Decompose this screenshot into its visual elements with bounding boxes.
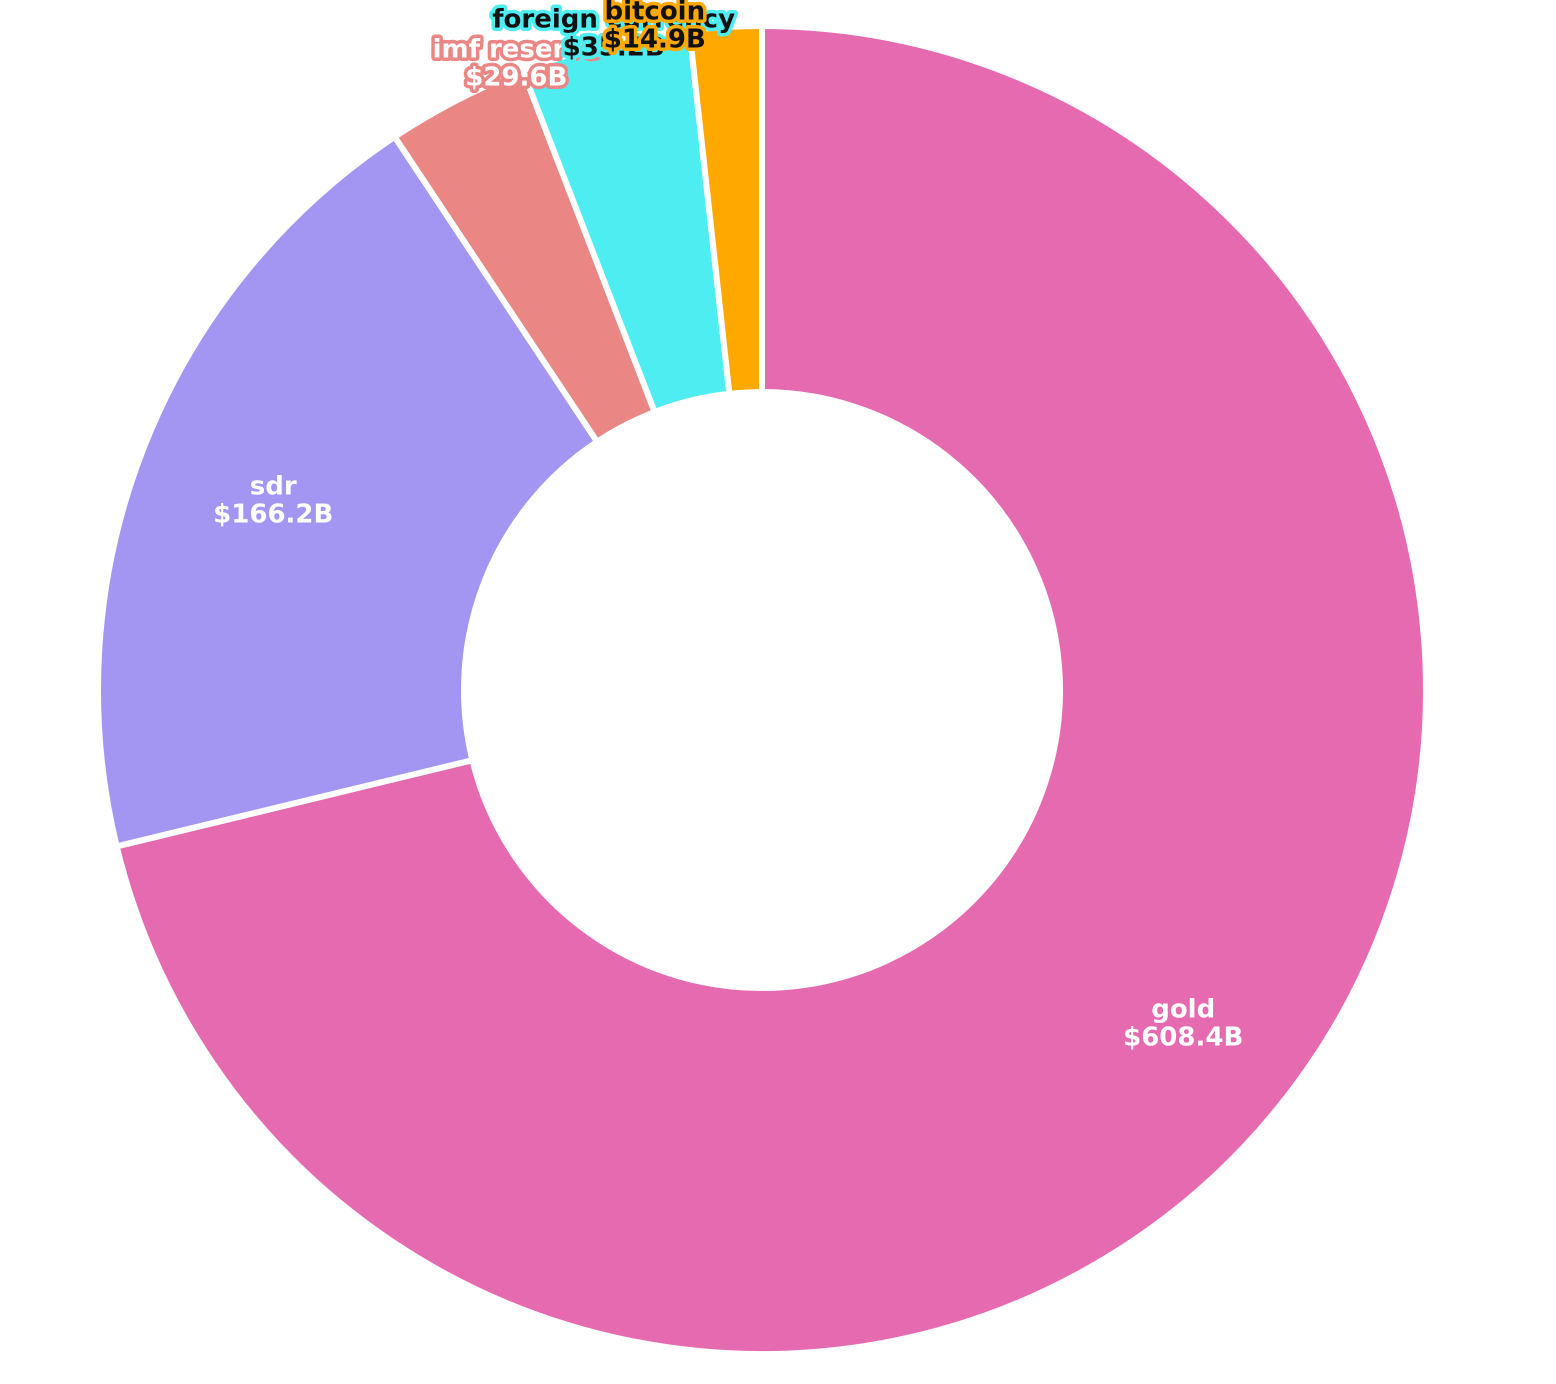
label-value-sdr: $166.2B <box>213 499 333 529</box>
slice-gold[interactable] <box>113 23 1429 1357</box>
label-name-foreign-currency: foreign currency <box>492 5 735 35</box>
label-name-gold: gold <box>1151 994 1215 1024</box>
slices-group <box>95 23 1429 1357</box>
label-name-sdr: sdr <box>250 471 297 501</box>
labels-group: gold$608.4B sdr$166.2B imf reserve$29.6B fo… <box>213 0 1243 1052</box>
label-value-foreign-currency: $35.2B <box>563 33 665 63</box>
label-value-bitcoin: $14.9B <box>604 25 706 55</box>
label-value-imf-reserve: $29.6B <box>465 62 567 92</box>
label-name-imf-reserve: imf reserve <box>433 34 600 64</box>
slice-bitcoin[interactable] <box>686 23 765 397</box>
slice-sdr[interactable] <box>95 133 601 850</box>
label-name-bitcoin: bitcoin <box>604 0 705 27</box>
label-value-gold: $608.4B <box>1123 1022 1243 1052</box>
